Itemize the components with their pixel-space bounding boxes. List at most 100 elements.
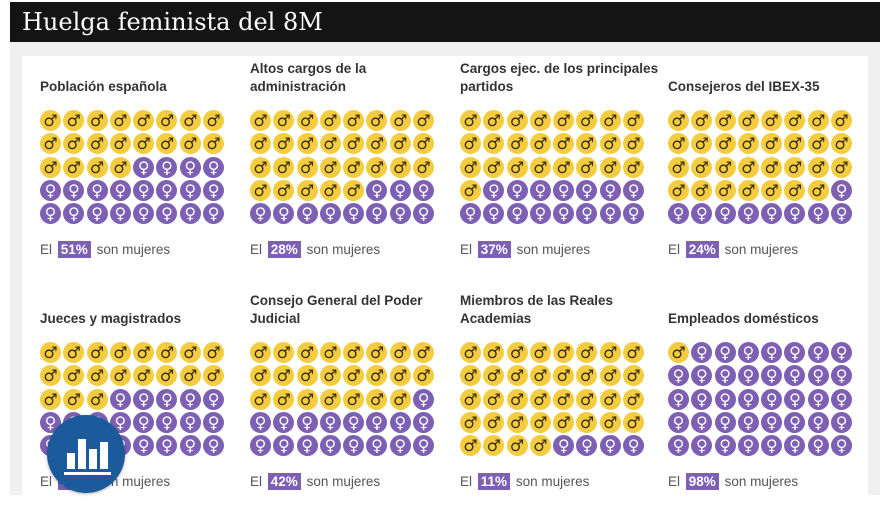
- male-symbol-icon: ♂: [529, 133, 551, 155]
- female-symbol-icon: ♀: [714, 435, 736, 457]
- infographic-card: Población española ♂ ♂ ♂ ♂ ♂ ♂ ♂ ♂ ♂ ♂ ♂ ♂ ♂ ♂ ♂ ♂ ♂ ♂ ♂ ♂ ♀…: [22, 56, 868, 506]
- male-symbol-icon: ♂: [784, 110, 806, 131]
- female-symbol-icon: ♀: [831, 388, 853, 410]
- percent-prefix: El: [460, 242, 473, 257]
- male-symbol-icon: ♂: [831, 133, 853, 155]
- icon-grid: ♂ ♂ ♂ ♂ ♂ ♂ ♂ ♂ ♂ ♂ ♂ ♂ ♂ ♂ ♂ ♂ ♂ ♂ ♂ ♂ ♂ ♂ ♂ ♂ ♂ ♂ ♂ ♂ ♂ ♀ ♀ ♀ ♀ ♀ ♀ ♀ ♀ ♀ ♀ ♀: [250, 110, 435, 225]
- female-symbol-icon: ♀: [343, 435, 365, 457]
- female-symbol-icon: ♀: [413, 388, 435, 410]
- percent-prefix: El: [668, 474, 681, 489]
- male-symbol-icon: ♂: [668, 156, 689, 178]
- male-symbol-icon: ♂: [576, 388, 598, 410]
- male-symbol-icon: ♂: [623, 411, 645, 433]
- male-symbol-icon: ♂: [807, 179, 829, 201]
- male-symbol-icon: ♂: [831, 110, 853, 131]
- female-symbol-icon: ♀: [691, 365, 713, 387]
- female-symbol-icon: ♀: [714, 342, 736, 363]
- female-symbol-icon: ♀: [599, 203, 621, 225]
- male-symbol-icon: ♂: [623, 133, 645, 155]
- female-symbol-icon: ♀: [668, 203, 689, 225]
- male-symbol-icon: ♂: [807, 110, 829, 131]
- female-symbol-icon: ♀: [831, 203, 853, 225]
- percent-prefix: El: [40, 474, 53, 489]
- female-symbol-icon: ♀: [250, 435, 271, 457]
- female-symbol-icon: ♀: [203, 203, 225, 225]
- female-symbol-icon: ♀: [203, 388, 225, 410]
- male-symbol-icon: ♂: [761, 133, 783, 155]
- male-symbol-icon: ♂: [343, 156, 365, 178]
- male-symbol-icon: ♂: [343, 179, 365, 201]
- female-symbol-icon: ♀: [319, 435, 341, 457]
- male-symbol-icon: ♂: [389, 110, 411, 131]
- male-symbol-icon: ♂: [599, 156, 621, 178]
- female-symbol-icon: ♀: [553, 435, 575, 457]
- male-symbol-icon: ♂: [460, 435, 481, 457]
- female-symbol-icon: ♀: [203, 179, 225, 201]
- male-symbol-icon: ♂: [460, 411, 481, 433]
- male-symbol-icon: ♂: [133, 133, 155, 155]
- female-symbol-icon: ♀: [273, 435, 295, 457]
- male-symbol-icon: ♂: [63, 342, 85, 363]
- male-symbol-icon: ♂: [576, 342, 598, 363]
- male-symbol-icon: ♂: [553, 133, 575, 155]
- female-symbol-icon: ♀: [668, 365, 689, 387]
- male-symbol-icon: ♂: [296, 133, 318, 155]
- male-symbol-icon: ♂: [691, 156, 713, 178]
- male-symbol-icon: ♂: [529, 342, 551, 363]
- icon-grid: ♂ ♂ ♂ ♂ ♂ ♂ ♂ ♂ ♂ ♂ ♂ ♂ ♂ ♂ ♂ ♂ ♂ ♂ ♂ ♂ ♂ ♂ ♂ ♂ ♂ ♂ ♂ ♂ ♂ ♂ ♂ ♀ ♀ ♀ ♀ ♀ ♀ ♀ ♀ ♀: [668, 110, 853, 225]
- male-symbol-icon: ♂: [179, 133, 201, 155]
- male-symbol-icon: ♂: [599, 388, 621, 410]
- female-symbol-icon: ♀: [784, 203, 806, 225]
- male-symbol-icon: ♂: [156, 365, 178, 387]
- female-symbol-icon: ♀: [156, 203, 178, 225]
- female-symbol-icon: ♀: [109, 388, 131, 410]
- male-symbol-icon: ♂: [413, 156, 435, 178]
- male-symbol-icon: ♂: [529, 156, 551, 178]
- male-symbol-icon: ♂: [319, 179, 341, 201]
- female-symbol-icon: ♀: [576, 203, 598, 225]
- female-symbol-icon: ♀: [203, 156, 225, 178]
- female-symbol-icon: ♀: [389, 435, 411, 457]
- male-symbol-icon: ♂: [86, 342, 108, 363]
- male-symbol-icon: ♂: [63, 110, 85, 131]
- male-symbol-icon: ♂: [691, 110, 713, 131]
- male-symbol-icon: ♂: [553, 388, 575, 410]
- female-symbol-icon: ♀: [761, 435, 783, 457]
- male-symbol-icon: ♂: [296, 156, 318, 178]
- male-symbol-icon: ♂: [109, 133, 131, 155]
- percent-prefix: El: [460, 474, 473, 489]
- female-symbol-icon: ♀: [623, 179, 645, 201]
- female-symbol-icon: ♀: [737, 435, 759, 457]
- male-symbol-icon: ♂: [599, 342, 621, 363]
- female-symbol-icon: ♀: [737, 342, 759, 363]
- percent-line: El 28% son mujeres: [250, 241, 380, 258]
- male-symbol-icon: ♂: [250, 156, 271, 178]
- bar-chart-icon: [64, 439, 111, 475]
- male-symbol-icon: ♂: [343, 388, 365, 410]
- female-symbol-icon: ♀: [389, 203, 411, 225]
- male-symbol-icon: ♂: [366, 388, 388, 410]
- male-symbol-icon: ♂: [343, 110, 365, 131]
- female-symbol-icon: ♀: [784, 435, 806, 457]
- male-symbol-icon: ♂: [86, 365, 108, 387]
- female-symbol-icon: ♀: [576, 435, 598, 457]
- female-symbol-icon: ♀: [623, 203, 645, 225]
- female-symbol-icon: ♀: [668, 388, 689, 410]
- female-symbol-icon: ♀: [156, 435, 178, 457]
- female-symbol-icon: ♀: [529, 179, 551, 201]
- female-symbol-icon: ♀: [714, 388, 736, 410]
- panel-title: Empleados domésticos: [668, 280, 868, 328]
- female-symbol-icon: ♀: [109, 203, 131, 225]
- male-symbol-icon: ♂: [460, 133, 481, 155]
- female-symbol-icon: ♀: [691, 342, 713, 363]
- male-symbol-icon: ♂: [389, 342, 411, 363]
- female-symbol-icon: ♀: [413, 179, 435, 201]
- female-symbol-icon: ♀: [599, 435, 621, 457]
- chart-button[interactable]: [47, 415, 125, 493]
- female-symbol-icon: ♀: [179, 203, 201, 225]
- percent-line: El 24% son mujeres: [668, 241, 798, 258]
- male-symbol-icon: ♂: [250, 388, 271, 410]
- male-symbol-icon: ♂: [86, 133, 108, 155]
- male-symbol-icon: ♂: [553, 156, 575, 178]
- female-symbol-icon: ♀: [599, 179, 621, 201]
